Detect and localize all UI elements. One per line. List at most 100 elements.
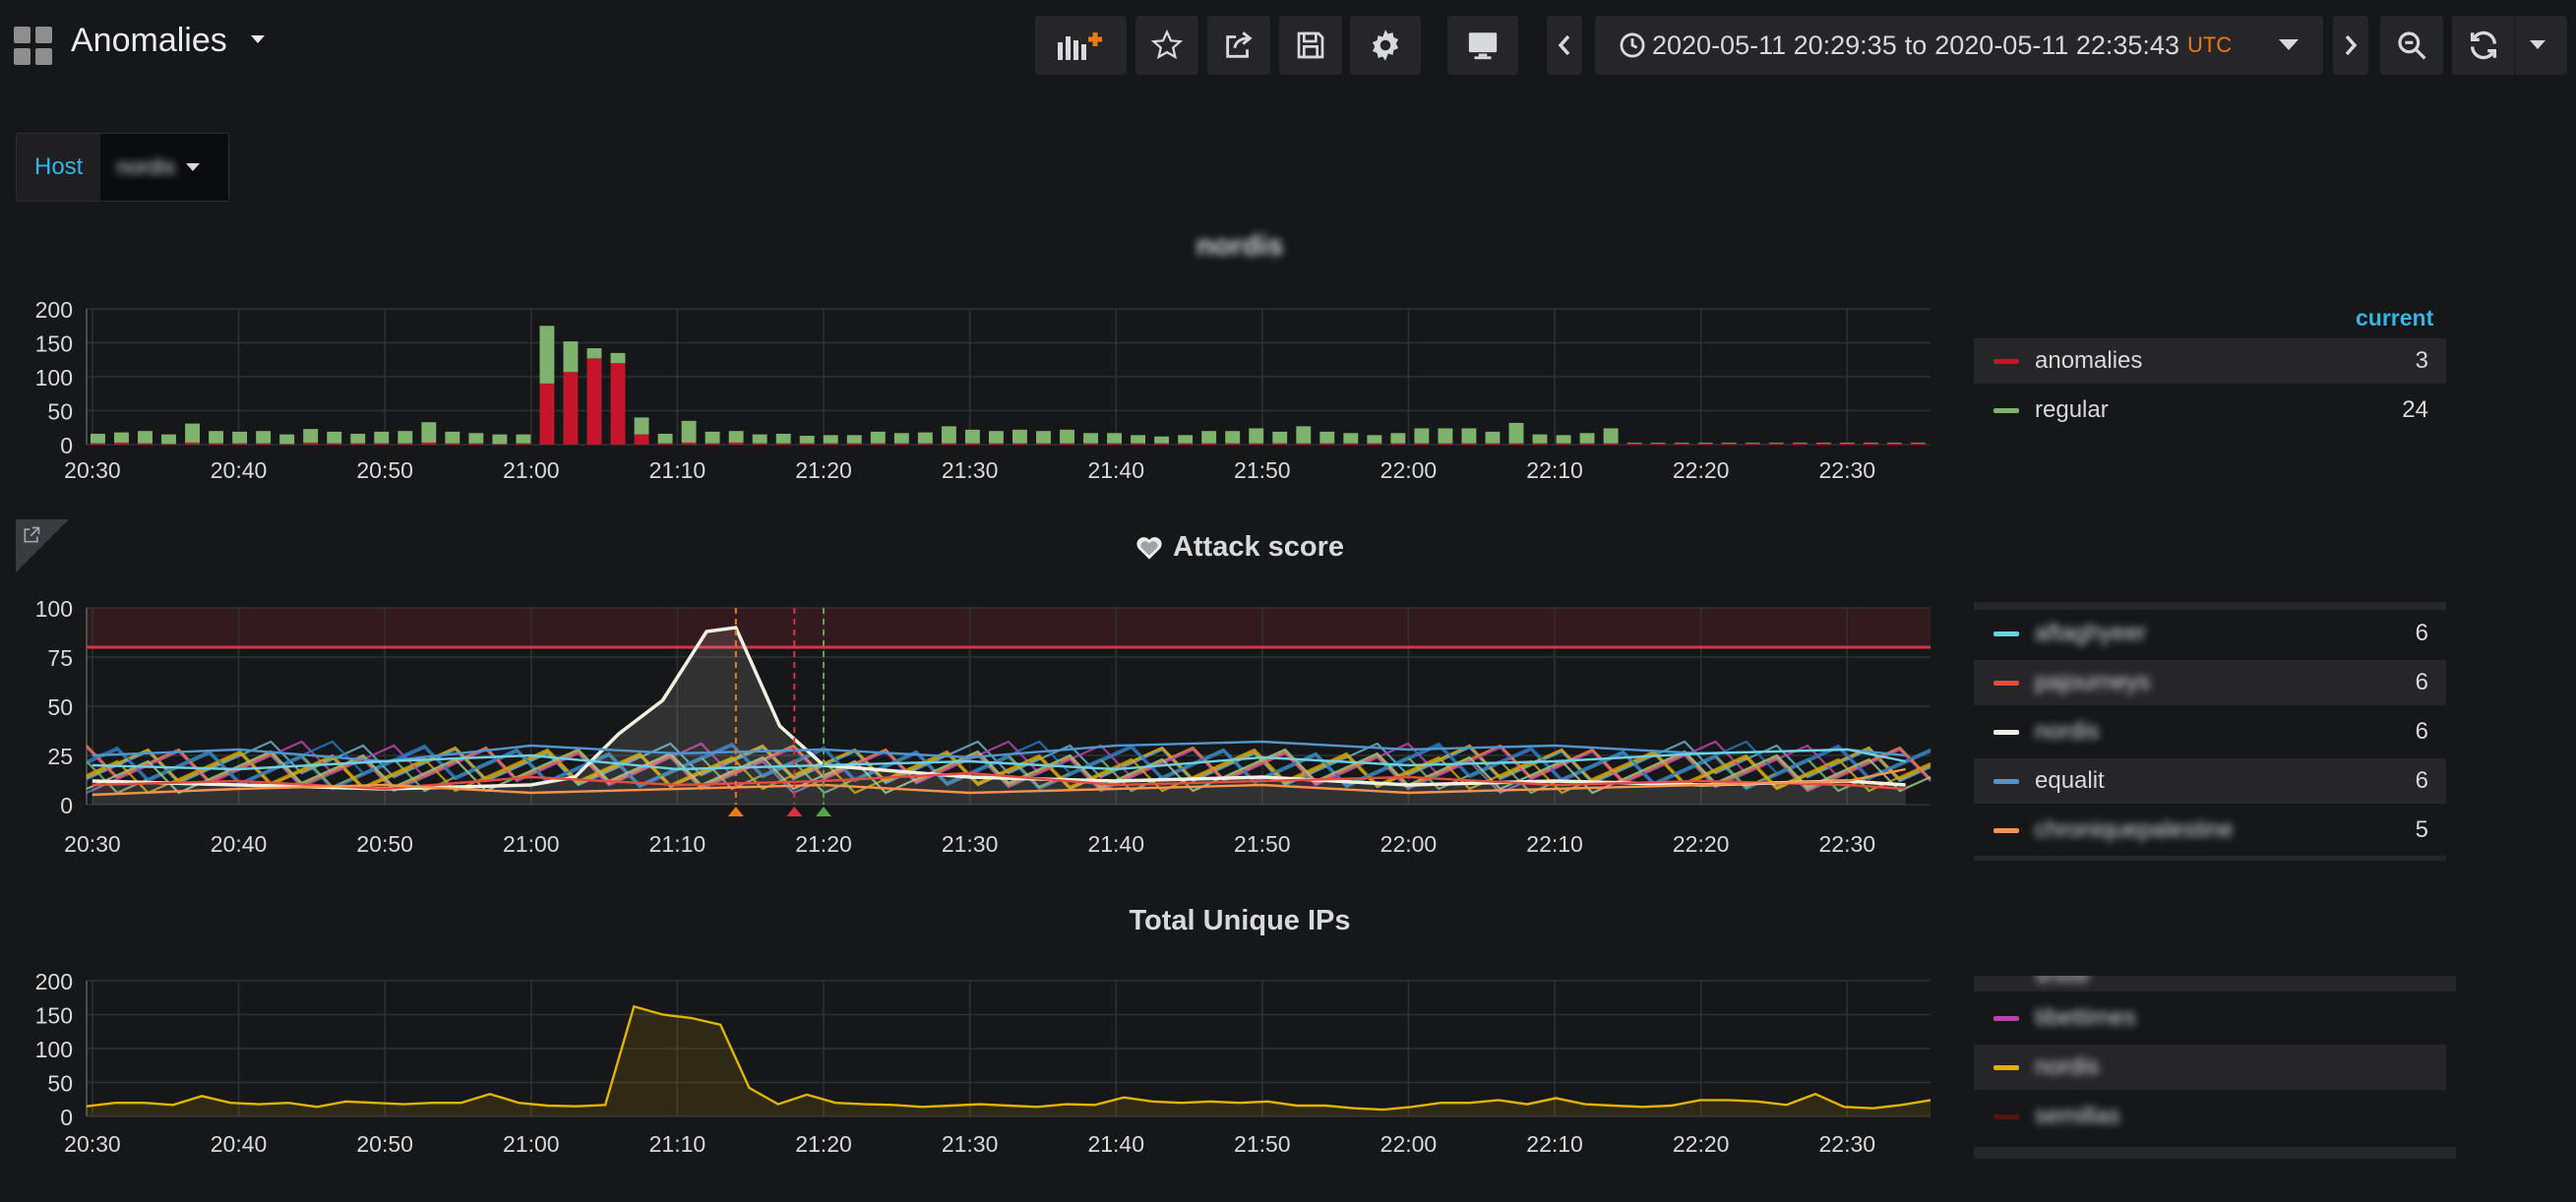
bar-anomalies <box>421 442 437 445</box>
bar-anomalies <box>303 442 319 445</box>
time-separator: to <box>1904 30 1928 60</box>
bar-regular <box>91 433 105 444</box>
dashboards-grid-icon[interactable] <box>14 27 53 66</box>
bar-regular <box>421 422 437 443</box>
bar-anomalies <box>1060 443 1074 445</box>
bar-anomalies <box>1012 443 1027 445</box>
refresh-interval-dropdown-icon[interactable] <box>2529 39 2546 51</box>
bar-anomalies <box>1626 443 1642 445</box>
x-tick-label: 22:30 <box>1819 1131 1876 1156</box>
dashboard-settings-button[interactable] <box>1350 16 1421 75</box>
legend-item[interactable]: nordis <box>1974 1045 2446 1090</box>
bar-anomalies <box>91 443 105 445</box>
bar-regular <box>893 433 909 444</box>
add-panel-button[interactable] <box>1035 16 1127 75</box>
bar-regular <box>516 434 531 444</box>
panel-title-unique-ips[interactable]: Total Unique IPs <box>1129 905 1351 936</box>
share-dashboard-button[interactable] <box>1207 16 1270 75</box>
heart-icon <box>1136 536 1162 560</box>
bar-regular <box>445 431 460 444</box>
bar-regular <box>1083 433 1098 444</box>
bar-anomalies <box>893 443 909 445</box>
bar-anomalies <box>586 358 602 445</box>
legend-series-name: anomalies <box>2035 347 2143 374</box>
legend-current-value: 24 <box>2402 396 2428 423</box>
bar-anomalies <box>209 443 224 445</box>
save-dashboard-button[interactable] <box>1279 16 1342 75</box>
bar-anomalies <box>846 443 862 445</box>
series-line-chroniquepalestine <box>92 767 1906 797</box>
y-tick-label: 100 <box>35 1037 73 1062</box>
y-tick-label: 100 <box>35 596 73 622</box>
bar-regular <box>1461 428 1477 444</box>
legend-swatch <box>1993 778 2019 784</box>
bar-regular <box>917 432 933 444</box>
time-range-picker[interactable]: 2020-05-11 20:29:35 to 2020-05-11 22:35:… <box>1595 16 2323 75</box>
bar-anomalies <box>1910 443 1926 445</box>
bar-regular <box>681 420 697 443</box>
bar-regular <box>964 429 980 444</box>
bar-regular <box>1626 442 1642 444</box>
legend-item[interactable]: tibettimes <box>1974 995 2446 1041</box>
legend-item[interactable]: chroniquepalestine 5 <box>1974 808 2446 853</box>
legend-current-value: 6 <box>2415 767 2428 794</box>
bar-anomalies <box>327 443 342 445</box>
x-tick-label: 21:40 <box>1087 831 1144 857</box>
legend-item[interactable]: equalit 6 <box>1974 758 2446 804</box>
bar-anomalies <box>1414 443 1430 445</box>
x-tick-label: 21:50 <box>1234 1131 1291 1156</box>
legend-swatch <box>1993 827 2019 833</box>
x-tick-label: 22:20 <box>1673 1131 1730 1156</box>
legend-header-current[interactable]: current <box>2356 305 2434 331</box>
bar-anomalies <box>1603 443 1619 445</box>
legend-item[interactable]: pajourneys 6 <box>1974 660 2446 705</box>
panel-title-attack-score[interactable]: Attack score <box>1043 531 1437 564</box>
x-tick-label: 20:30 <box>64 831 121 857</box>
bar-anomalies <box>539 383 555 445</box>
bar-regular <box>1131 435 1146 444</box>
chevron-right-icon <box>2345 34 2358 56</box>
external-link-icon[interactable] <box>22 525 41 545</box>
refresh-button[interactable] <box>2452 16 2567 75</box>
bar-anomalies <box>610 363 626 445</box>
dashboard-title-dropdown-icon[interactable] <box>251 35 265 43</box>
bar-anomalies <box>1367 443 1382 445</box>
legend-item[interactable]: regular 24 <box>1974 388 2446 433</box>
bar-regular <box>138 431 153 444</box>
x-tick-label: 22:30 <box>1819 831 1876 857</box>
bar-regular <box>1107 433 1122 444</box>
legend-swatch <box>1993 358 2019 364</box>
bar-anomalies <box>823 443 838 445</box>
bar-anomalies <box>232 443 248 445</box>
bar-regular <box>1697 442 1713 444</box>
zoom-out-icon <box>2398 31 2426 60</box>
bar-regular <box>705 431 720 444</box>
time-back-button[interactable] <box>1547 16 1582 75</box>
legend-item[interactable]: anomalies 3 <box>1974 338 2446 384</box>
legend-item[interactable]: nordis 6 <box>1974 709 2446 754</box>
zoom-out-button[interactable] <box>2380 16 2443 75</box>
save-icon <box>1297 31 1324 59</box>
bar-anomalies <box>681 442 697 445</box>
series-area-nordis <box>87 1006 1931 1116</box>
x-tick-label: 22:20 <box>1673 457 1730 483</box>
bar-anomalies <box>705 443 720 445</box>
bar-anomalies <box>445 443 460 445</box>
host-variable-select[interactable]: nordis <box>100 134 229 201</box>
x-tick-label: 21:20 <box>795 1131 852 1156</box>
bar-anomalies <box>1792 443 1808 445</box>
panel-title-requests[interactable]: nordis <box>1196 230 1284 262</box>
bar-anomalies <box>917 443 933 445</box>
star-dashboard-button[interactable] <box>1135 16 1198 75</box>
dashboard-title[interactable]: Anomalies <box>71 22 227 59</box>
x-tick-label: 22:30 <box>1819 457 1876 483</box>
clock-icon <box>1620 32 1645 58</box>
legend-item[interactable]: semillas <box>1974 1094 2446 1139</box>
bar-anomalies <box>374 443 390 445</box>
bar-regular <box>1201 431 1217 444</box>
y-tick-label: 50 <box>47 1071 73 1097</box>
tv-mode-button[interactable] <box>1447 16 1518 75</box>
legend-item[interactable]: aftaghyeer 6 <box>1974 611 2446 656</box>
time-forward-button[interactable] <box>2333 16 2368 75</box>
bar-anomalies <box>775 443 791 445</box>
